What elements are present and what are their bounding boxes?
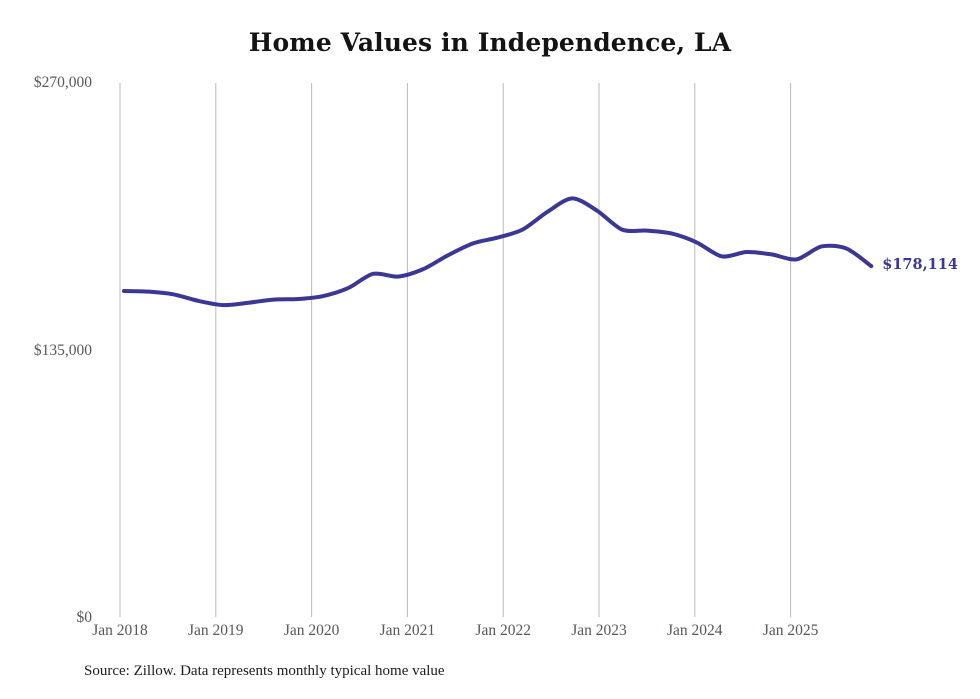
y-axis-tick-zero: $0 [76, 609, 93, 626]
x-axis-tick-jan-2024: Jan 2024 [667, 622, 723, 639]
page-title: Home Values in Independence, LA [248, 28, 732, 57]
x-axis-tick-jan-2021: Jan 2021 [379, 622, 436, 639]
series-end-value-label: $178,114 [882, 256, 958, 274]
x-axis-tick-jan-2023: Jan 2023 [571, 622, 627, 639]
x-axis-tick-jan-2019: Jan 2019 [188, 622, 244, 639]
series-line-typical-home-value [122, 196, 874, 308]
x-axis-tick-jan-2025: Jan 2025 [762, 622, 819, 639]
x-axis-tick-jan-2020: Jan 2020 [283, 622, 340, 639]
y-axis-tick-top: $270,000 [33, 74, 92, 91]
gridlines-group [119, 83, 792, 617]
x-axis-tick-jan-2018: Jan 2018 [92, 622, 148, 639]
source-caption: Source: Zillow. Data represents monthly … [84, 663, 445, 679]
x-axis-tick-jan-2022: Jan 2022 [475, 622, 531, 639]
y-axis-tick-mid: $135,000 [33, 342, 92, 359]
